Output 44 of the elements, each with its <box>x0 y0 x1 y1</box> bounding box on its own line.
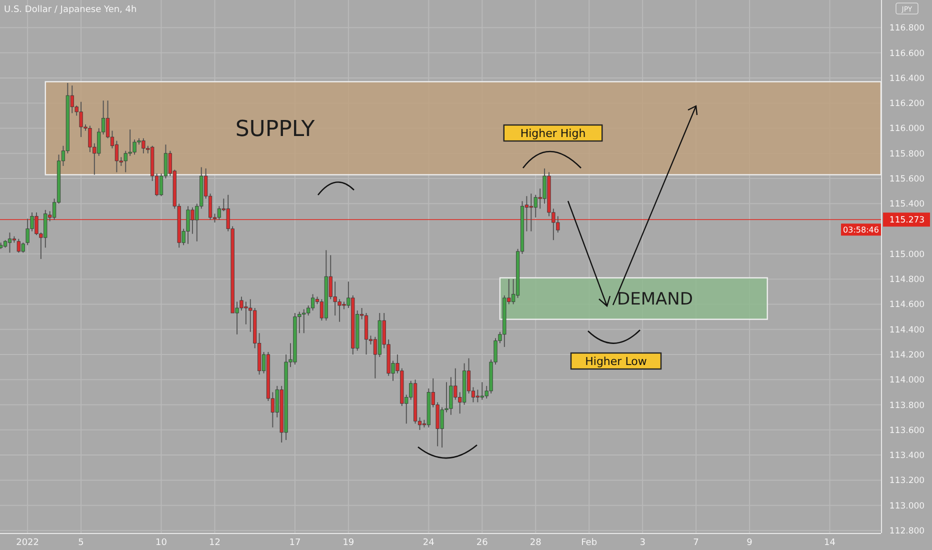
y-tick-label: 114.200 <box>889 350 925 360</box>
x-tick-label: 19 <box>342 538 354 548</box>
y-tick-label: 115.400 <box>889 200 925 210</box>
annotation: 03:58:46 <box>843 225 879 234</box>
x-tick-label: 7 <box>693 538 699 548</box>
x-tick-label: 17 <box>289 538 301 548</box>
x-tick-label: 24 <box>422 538 435 548</box>
x-tick-label: 28 <box>530 538 542 548</box>
text: U.S. Dollar / Japanese Yen, 4h <box>4 5 137 16</box>
annotation: Higher Low <box>585 354 647 368</box>
x-tick-label: 10 <box>156 538 168 548</box>
annotation: Higher High <box>520 126 586 140</box>
x-tick-label: 3 <box>640 538 646 548</box>
x-tick-label: 5 <box>78 538 84 548</box>
y-tick-label: 114.600 <box>889 300 925 310</box>
y-tick-label: 115.800 <box>889 149 925 160</box>
y-tick-label: 116.600 <box>889 48 925 59</box>
y-tick-label: 116.000 <box>889 124 925 134</box>
candlestick <box>310 294 315 311</box>
x-tick-label: 9 <box>746 538 753 548</box>
y-tick-label: 116.200 <box>889 99 925 110</box>
x-tick-label: 26 <box>476 538 488 548</box>
x-tick-label: Feb <box>581 538 598 548</box>
candlestick <box>8 232 12 254</box>
y-tick-label: 115.600 <box>889 174 925 184</box>
x-tick-label: 12 <box>209 538 220 548</box>
y-tick-label: 113.600 <box>889 426 925 436</box>
y-tick-label: 112.800 <box>889 526 925 536</box>
y-tick-label: 113.800 <box>889 400 925 411</box>
y-tick-label: 113.200 <box>889 476 925 486</box>
y-tick-label: 114.000 <box>889 376 925 386</box>
ref-line-label: 115.273 <box>889 216 925 226</box>
y-tick-label: 116.800 <box>889 24 925 34</box>
x-tick-label: 14 <box>824 538 836 548</box>
x-tick-label: 2022 <box>16 538 40 548</box>
y-tick-label: 116.400 <box>889 74 925 84</box>
y-tick-label: 114.800 <box>889 275 925 286</box>
y-tick-label: 113.400 <box>889 451 925 462</box>
y-tick-label: 115.000 <box>889 250 925 260</box>
band-label: DEMAND <box>617 290 693 310</box>
band-label: SUPPLY <box>235 116 316 142</box>
candlestick <box>364 312 368 355</box>
y-tick-label: 114.400 <box>889 325 925 336</box>
y-tick-label: 113.000 <box>889 501 925 512</box>
